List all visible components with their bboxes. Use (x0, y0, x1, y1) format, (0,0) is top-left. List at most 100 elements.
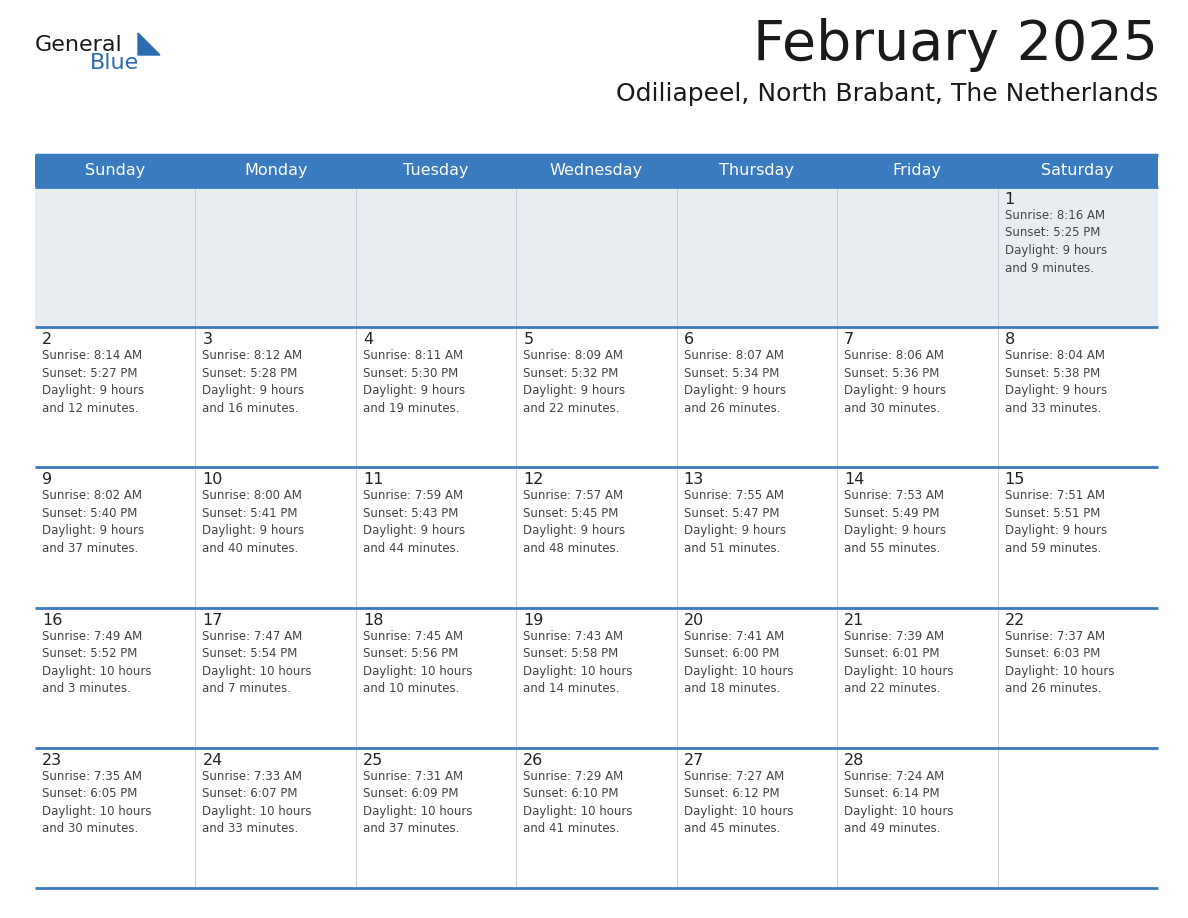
Bar (34, 187, 196, 327)
Text: Sunrise: 8:09 AM
Sunset: 5:32 PM
Daylight: 9 hours
and 22 minutes.: Sunrise: 8:09 AM Sunset: 5:32 PM Dayligh… (523, 349, 625, 415)
Text: Wednesday: Wednesday (550, 163, 643, 178)
Text: 27: 27 (684, 753, 704, 767)
Bar (838, 748, 998, 888)
Text: 10: 10 (202, 473, 223, 487)
Text: Friday: Friday (893, 163, 942, 178)
Text: 22: 22 (1005, 612, 1025, 628)
Text: 7: 7 (845, 332, 854, 347)
Text: Sunrise: 8:14 AM
Sunset: 5:27 PM
Daylight: 9 hours
and 12 minutes.: Sunrise: 8:14 AM Sunset: 5:27 PM Dayligh… (42, 349, 144, 415)
Text: Sunrise: 7:45 AM
Sunset: 5:56 PM
Daylight: 10 hours
and 10 minutes.: Sunrise: 7:45 AM Sunset: 5:56 PM Dayligh… (362, 630, 473, 695)
Text: Sunrise: 7:27 AM
Sunset: 6:12 PM
Daylight: 10 hours
and 45 minutes.: Sunrise: 7:27 AM Sunset: 6:12 PM Dayligh… (684, 770, 794, 835)
Text: Sunrise: 7:39 AM
Sunset: 6:01 PM
Daylight: 10 hours
and 22 minutes.: Sunrise: 7:39 AM Sunset: 6:01 PM Dayligh… (845, 630, 954, 695)
Text: Sunrise: 7:31 AM
Sunset: 6:09 PM
Daylight: 10 hours
and 37 minutes.: Sunrise: 7:31 AM Sunset: 6:09 PM Dayligh… (362, 770, 473, 835)
Text: Blue: Blue (90, 53, 139, 73)
Text: Sunrise: 8:00 AM
Sunset: 5:41 PM
Daylight: 9 hours
and 40 minutes.: Sunrise: 8:00 AM Sunset: 5:41 PM Dayligh… (202, 489, 304, 554)
Bar (517, 608, 677, 748)
Text: 11: 11 (362, 473, 384, 487)
Text: Saturday: Saturday (1042, 163, 1114, 178)
Text: Monday: Monday (244, 163, 308, 178)
Text: 12: 12 (523, 473, 544, 487)
Bar (677, 467, 838, 608)
Text: Sunrise: 8:04 AM
Sunset: 5:38 PM
Daylight: 9 hours
and 33 minutes.: Sunrise: 8:04 AM Sunset: 5:38 PM Dayligh… (1005, 349, 1107, 415)
Text: Sunrise: 7:47 AM
Sunset: 5:54 PM
Daylight: 10 hours
and 7 minutes.: Sunrise: 7:47 AM Sunset: 5:54 PM Dayligh… (202, 630, 312, 695)
Bar (998, 187, 1158, 327)
Text: 5: 5 (523, 332, 533, 347)
Text: Sunrise: 8:16 AM
Sunset: 5:25 PM
Daylight: 9 hours
and 9 minutes.: Sunrise: 8:16 AM Sunset: 5:25 PM Dayligh… (1005, 209, 1107, 274)
Text: Sunrise: 7:29 AM
Sunset: 6:10 PM
Daylight: 10 hours
and 41 minutes.: Sunrise: 7:29 AM Sunset: 6:10 PM Dayligh… (523, 770, 633, 835)
Text: Sunrise: 8:02 AM
Sunset: 5:40 PM
Daylight: 9 hours
and 37 minutes.: Sunrise: 8:02 AM Sunset: 5:40 PM Dayligh… (42, 489, 144, 554)
Text: Sunrise: 8:12 AM
Sunset: 5:28 PM
Daylight: 9 hours
and 16 minutes.: Sunrise: 8:12 AM Sunset: 5:28 PM Dayligh… (202, 349, 304, 415)
Bar (998, 327, 1158, 467)
Bar (517, 327, 677, 467)
Text: Sunrise: 8:11 AM
Sunset: 5:30 PM
Daylight: 9 hours
and 19 minutes.: Sunrise: 8:11 AM Sunset: 5:30 PM Dayligh… (362, 349, 465, 415)
Bar (34, 608, 196, 748)
Bar (196, 608, 356, 748)
Bar (838, 327, 998, 467)
Bar (34, 748, 196, 888)
Text: Tuesday: Tuesday (403, 163, 469, 178)
Bar (838, 187, 998, 327)
Text: 16: 16 (42, 612, 63, 628)
Bar (196, 327, 356, 467)
Bar (196, 748, 356, 888)
Text: 8: 8 (1005, 332, 1015, 347)
Bar (517, 748, 677, 888)
Text: 4: 4 (362, 332, 373, 347)
Text: 24: 24 (202, 753, 222, 767)
Text: February 2025: February 2025 (753, 18, 1158, 72)
Bar (356, 467, 517, 608)
Text: Sunday: Sunday (86, 163, 145, 178)
Text: Sunrise: 8:07 AM
Sunset: 5:34 PM
Daylight: 9 hours
and 26 minutes.: Sunrise: 8:07 AM Sunset: 5:34 PM Dayligh… (684, 349, 785, 415)
Bar (34, 327, 196, 467)
Bar (838, 467, 998, 608)
Text: 1: 1 (1005, 192, 1015, 207)
Text: Sunrise: 7:43 AM
Sunset: 5:58 PM
Daylight: 10 hours
and 14 minutes.: Sunrise: 7:43 AM Sunset: 5:58 PM Dayligh… (523, 630, 633, 695)
Polygon shape (138, 33, 160, 55)
Text: Odiliapeel, North Brabant, The Netherlands: Odiliapeel, North Brabant, The Netherlan… (615, 82, 1158, 106)
Bar (356, 187, 517, 327)
Text: Sunrise: 7:33 AM
Sunset: 6:07 PM
Daylight: 10 hours
and 33 minutes.: Sunrise: 7:33 AM Sunset: 6:07 PM Dayligh… (202, 770, 312, 835)
Bar (196, 187, 356, 327)
Text: 19: 19 (523, 612, 544, 628)
Text: 26: 26 (523, 753, 544, 767)
Text: 21: 21 (845, 612, 865, 628)
Text: 25: 25 (362, 753, 383, 767)
Text: Sunrise: 7:35 AM
Sunset: 6:05 PM
Daylight: 10 hours
and 30 minutes.: Sunrise: 7:35 AM Sunset: 6:05 PM Dayligh… (42, 770, 152, 835)
Bar (196, 467, 356, 608)
Bar (677, 748, 838, 888)
Bar (34, 155, 1158, 187)
Bar (677, 608, 838, 748)
Text: 14: 14 (845, 473, 865, 487)
Bar (838, 608, 998, 748)
Bar (677, 327, 838, 467)
Text: General: General (34, 35, 122, 55)
Bar (998, 608, 1158, 748)
Text: Sunrise: 7:59 AM
Sunset: 5:43 PM
Daylight: 9 hours
and 44 minutes.: Sunrise: 7:59 AM Sunset: 5:43 PM Dayligh… (362, 489, 465, 554)
Text: Sunrise: 7:24 AM
Sunset: 6:14 PM
Daylight: 10 hours
and 49 minutes.: Sunrise: 7:24 AM Sunset: 6:14 PM Dayligh… (845, 770, 954, 835)
Text: 18: 18 (362, 612, 384, 628)
Bar (998, 748, 1158, 888)
Text: Sunrise: 7:55 AM
Sunset: 5:47 PM
Daylight: 9 hours
and 51 minutes.: Sunrise: 7:55 AM Sunset: 5:47 PM Dayligh… (684, 489, 785, 554)
Text: 15: 15 (1005, 473, 1025, 487)
Text: 17: 17 (202, 612, 223, 628)
Bar (34, 467, 196, 608)
Bar (677, 187, 838, 327)
Text: 28: 28 (845, 753, 865, 767)
Text: Sunrise: 7:53 AM
Sunset: 5:49 PM
Daylight: 9 hours
and 55 minutes.: Sunrise: 7:53 AM Sunset: 5:49 PM Dayligh… (845, 489, 947, 554)
Text: 3: 3 (202, 332, 213, 347)
Text: 6: 6 (684, 332, 694, 347)
Text: 23: 23 (42, 753, 62, 767)
Text: Thursday: Thursday (720, 163, 795, 178)
Bar (356, 327, 517, 467)
Bar (517, 467, 677, 608)
Bar (356, 748, 517, 888)
Bar (517, 187, 677, 327)
Bar (998, 467, 1158, 608)
Text: Sunrise: 7:37 AM
Sunset: 6:03 PM
Daylight: 10 hours
and 26 minutes.: Sunrise: 7:37 AM Sunset: 6:03 PM Dayligh… (1005, 630, 1114, 695)
Text: 20: 20 (684, 612, 704, 628)
Text: 2: 2 (42, 332, 52, 347)
Text: 9: 9 (42, 473, 52, 487)
Text: Sunrise: 8:06 AM
Sunset: 5:36 PM
Daylight: 9 hours
and 30 minutes.: Sunrise: 8:06 AM Sunset: 5:36 PM Dayligh… (845, 349, 947, 415)
Text: Sunrise: 7:49 AM
Sunset: 5:52 PM
Daylight: 10 hours
and 3 minutes.: Sunrise: 7:49 AM Sunset: 5:52 PM Dayligh… (42, 630, 152, 695)
Bar (356, 608, 517, 748)
